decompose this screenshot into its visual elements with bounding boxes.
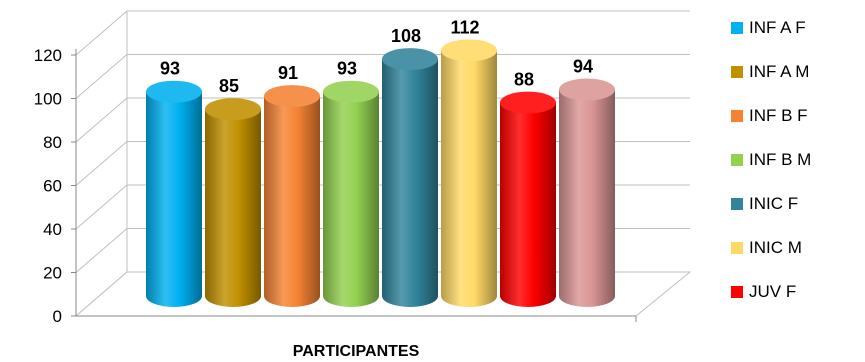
data-label: 93	[337, 59, 357, 79]
legend-swatch	[731, 66, 743, 78]
legend-item: INIC M	[731, 238, 802, 258]
legend-item: INF B M	[731, 150, 811, 170]
y-axis: 0 20 40 60 80 100 120	[34, 46, 637, 326]
bar-top	[264, 85, 320, 108]
x-axis-label: PARTICIPANTES	[293, 343, 420, 360]
bar-body	[205, 109, 261, 307]
data-labels: 93 85 91 93 108 112 88 94	[160, 17, 593, 96]
bar-top	[559, 78, 615, 101]
legend-label: INF A M	[749, 62, 810, 81]
data-label: 108	[391, 26, 421, 46]
y-tick-label: 80	[43, 133, 62, 152]
legend-item: INF A F	[731, 18, 806, 38]
legend-label: INF A F	[749, 18, 806, 37]
legend-label: INIC M	[749, 238, 802, 257]
bar	[441, 39, 497, 307]
data-label: 85	[219, 76, 239, 96]
bar-body	[323, 91, 379, 307]
bar-body	[559, 89, 615, 307]
legend-item: INIC F	[731, 194, 798, 214]
bar	[559, 78, 615, 307]
bar-body	[441, 50, 497, 307]
bar-top	[500, 91, 556, 114]
legend-item: INF A M	[731, 62, 809, 82]
y-tick-label: 60	[43, 177, 62, 196]
bar	[146, 80, 202, 307]
bar	[264, 85, 320, 307]
legend-label: JUV F	[749, 282, 797, 301]
bars	[146, 39, 615, 307]
legend-item: JUV F	[731, 282, 796, 302]
bar	[382, 48, 438, 307]
bar-top	[205, 98, 261, 121]
legend-item: INF B F	[731, 106, 808, 126]
y-tick-label: 100	[34, 90, 62, 109]
y-tick-label: 120	[34, 46, 62, 65]
bar-body	[264, 96, 320, 307]
y-tick-label: 0	[53, 307, 62, 326]
bar	[205, 98, 261, 307]
bar-top	[323, 80, 379, 103]
bar-body	[146, 91, 202, 307]
data-label: 88	[514, 70, 534, 90]
legend-label: INIC F	[749, 194, 799, 213]
legend-swatch	[731, 198, 743, 210]
bar-body	[500, 102, 556, 307]
bar	[323, 80, 379, 307]
bar-top	[146, 80, 202, 103]
legend-swatch	[731, 154, 743, 166]
legend-swatch	[731, 110, 743, 122]
gridline	[75, 97, 690, 143]
gridline	[75, 10, 690, 56]
legend-swatch	[731, 242, 743, 254]
bar-top	[441, 39, 497, 62]
bar	[500, 91, 556, 307]
data-label: 112	[450, 17, 479, 37]
bar-top	[382, 48, 438, 71]
legend-label: INF B M	[749, 150, 812, 169]
bar-body	[382, 59, 438, 307]
gridline	[75, 54, 690, 99]
data-label: 91	[278, 63, 298, 83]
y-tick-label: 20	[43, 264, 62, 283]
legend-label: INF B F	[749, 106, 808, 125]
legend-swatch	[731, 22, 743, 34]
y-tick-label: 40	[43, 220, 62, 239]
data-label: 94	[573, 57, 593, 77]
data-label: 93	[160, 59, 180, 79]
legend-swatch	[731, 286, 743, 298]
